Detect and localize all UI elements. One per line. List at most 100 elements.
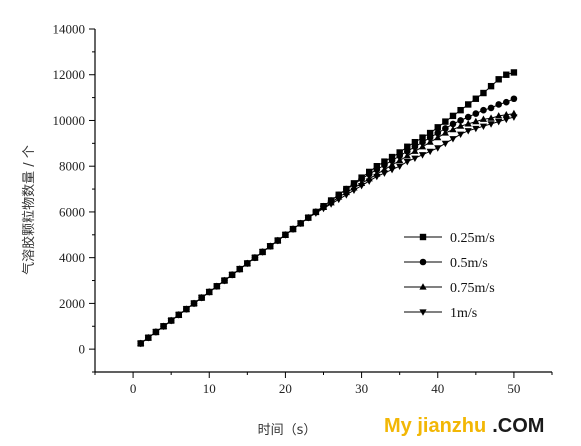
- data-point: [449, 112, 457, 120]
- data-point: [312, 210, 320, 217]
- data-point: [479, 123, 488, 130]
- data-point: [457, 131, 465, 138]
- data-point: [319, 205, 328, 213]
- x-tick-label: 50: [507, 381, 520, 396]
- data-point: [442, 125, 449, 132]
- data-point: [198, 295, 206, 302]
- data-point: [442, 118, 449, 125]
- x-tick-label: 0: [130, 381, 137, 396]
- data-point: [213, 283, 221, 291]
- data-point: [380, 170, 389, 177]
- y-tick-label: 2000: [59, 296, 85, 311]
- legend-label: 0.5m/s: [450, 256, 488, 271]
- data-point: [373, 173, 381, 181]
- data-point: [396, 149, 403, 156]
- data-point: [274, 237, 282, 245]
- data-point: [373, 163, 381, 170]
- data-point: [342, 192, 350, 199]
- data-point: [388, 153, 396, 161]
- x-tick-label: 30: [355, 381, 368, 396]
- x-tick-label: 40: [431, 381, 444, 396]
- data-point: [396, 152, 403, 160]
- data-point: [403, 159, 411, 166]
- data-point: [434, 145, 442, 152]
- data-point: [426, 134, 434, 141]
- data-point: [426, 148, 434, 156]
- y-tick-label: 0: [79, 342, 86, 357]
- watermark-domain: .COM: [492, 415, 544, 437]
- data-point: [502, 116, 510, 124]
- data-point: [411, 143, 419, 151]
- data-point: [411, 155, 419, 162]
- data-point: [396, 163, 404, 170]
- data-point: [358, 175, 365, 183]
- data-point: [243, 260, 251, 268]
- y-tick-label: 8000: [59, 159, 85, 174]
- legend-item: 0.5m/s: [404, 256, 488, 271]
- data-point: [251, 255, 259, 262]
- data-point: [472, 117, 480, 125]
- legend: 0.25m/s 0.5m/s 0.75m/s 1m/s: [404, 231, 495, 321]
- data-point: [418, 152, 427, 159]
- data-point: [472, 110, 480, 117]
- watermark-brand: My jianzhu: [384, 415, 486, 437]
- data-point: [441, 129, 449, 136]
- data-point: [510, 114, 518, 121]
- data-point: [464, 128, 472, 135]
- data-point: [182, 306, 190, 313]
- data-point: [152, 329, 160, 336]
- data-point: [465, 101, 472, 108]
- data-point: [502, 110, 510, 118]
- data-point: [480, 106, 487, 114]
- data-point: [190, 300, 198, 308]
- data-point: [472, 95, 480, 102]
- data-point: [510, 69, 518, 76]
- data-point: [205, 289, 213, 296]
- data-point: [350, 187, 358, 195]
- data-point: [457, 106, 464, 114]
- data-point: [388, 161, 396, 168]
- y-tick-label: 6000: [59, 204, 85, 219]
- x-tick-label: 20: [279, 381, 292, 396]
- data-point: [304, 215, 312, 222]
- data-point: [403, 152, 411, 159]
- data-point: [396, 156, 404, 164]
- data-point: [503, 98, 510, 106]
- data-point: [175, 312, 183, 319]
- x-tick-label: 10: [203, 381, 216, 396]
- legend-label: 0.25m/s: [450, 231, 495, 246]
- legend-marker: [419, 258, 427, 266]
- data-point: [457, 117, 464, 124]
- data-point: [159, 323, 168, 331]
- data-point: [441, 140, 449, 148]
- data-point: [411, 147, 419, 154]
- data-point: [487, 104, 495, 112]
- data-point: [510, 95, 518, 103]
- y-tick-label: 14000: [53, 22, 86, 37]
- data-point: [167, 317, 175, 325]
- data-point: [335, 196, 343, 204]
- y-tick-label: 12000: [53, 67, 86, 82]
- data-point: [449, 136, 457, 143]
- data-point: [411, 138, 419, 146]
- data-point: [434, 124, 441, 131]
- data-point: [495, 76, 502, 83]
- series-3: [137, 114, 518, 348]
- data-point: [365, 178, 373, 185]
- x-axis-title: 时间（s）: [258, 423, 317, 438]
- legend-item: 0.75m/s: [404, 281, 495, 296]
- data-point: [457, 122, 465, 129]
- data-point: [258, 249, 267, 256]
- data-point: [381, 158, 388, 165]
- data-point: [388, 167, 396, 174]
- watermark: My jianzhu .COM: [384, 415, 544, 437]
- legend-marker: [419, 233, 427, 241]
- data-point: [449, 125, 457, 133]
- data-point: [479, 115, 488, 122]
- data-point: [137, 340, 145, 348]
- y-tick-label: 10000: [53, 113, 86, 128]
- data-point: [419, 134, 426, 141]
- y-axis-title: 气溶胶颗粒物数量 / 个: [21, 145, 37, 275]
- data-point: [365, 170, 373, 178]
